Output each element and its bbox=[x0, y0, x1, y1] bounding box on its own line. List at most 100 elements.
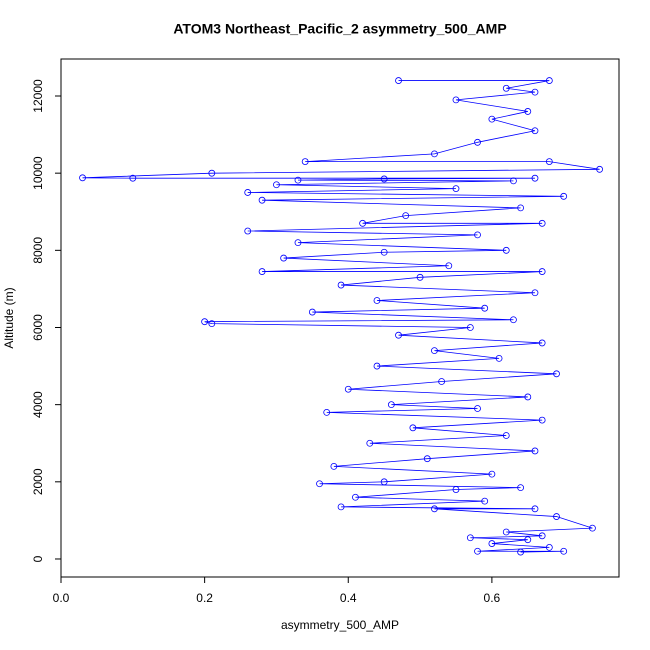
chart-title: ATOM3 Northeast_Pacific_2 asymmetry_500_… bbox=[173, 21, 506, 37]
data-point bbox=[445, 262, 453, 270]
data-point bbox=[395, 331, 402, 339]
data-point bbox=[387, 401, 395, 409]
data-point bbox=[524, 108, 532, 115]
data-point bbox=[481, 497, 489, 505]
data-point bbox=[531, 447, 539, 455]
data-point bbox=[402, 212, 410, 220]
y-tick-label: 10000 bbox=[31, 156, 45, 190]
data-point bbox=[316, 480, 323, 488]
data-point bbox=[466, 534, 474, 542]
data-point bbox=[488, 470, 496, 478]
plot-box bbox=[60, 58, 620, 578]
data-point bbox=[431, 150, 438, 158]
data-point bbox=[538, 416, 546, 424]
data-point bbox=[545, 158, 553, 165]
data-point bbox=[366, 439, 374, 447]
data-point bbox=[258, 196, 266, 204]
data-point bbox=[560, 192, 568, 200]
data-point bbox=[538, 339, 546, 347]
y-tick-label: 8000 bbox=[31, 237, 45, 264]
data-point bbox=[373, 362, 381, 370]
data-point bbox=[589, 524, 596, 532]
data-point bbox=[545, 544, 553, 551]
data-point bbox=[337, 281, 345, 289]
data-point bbox=[323, 408, 331, 416]
data-point bbox=[431, 347, 438, 355]
data-point bbox=[531, 127, 539, 135]
data-point bbox=[208, 169, 216, 177]
data-point bbox=[517, 548, 525, 556]
data-point bbox=[380, 478, 388, 486]
data-point bbox=[201, 318, 209, 326]
data-point bbox=[531, 505, 539, 513]
data-point bbox=[244, 227, 252, 235]
data-point bbox=[502, 528, 510, 536]
data-point bbox=[352, 493, 359, 501]
data-line bbox=[82, 80, 600, 553]
data-point bbox=[294, 176, 302, 184]
y-tick-label: 6000 bbox=[31, 314, 45, 341]
data-point bbox=[337, 503, 345, 511]
data-point bbox=[452, 185, 460, 192]
data-point bbox=[344, 385, 352, 393]
data-point bbox=[452, 96, 460, 104]
data-point bbox=[524, 536, 532, 544]
data-point bbox=[359, 219, 367, 227]
data-point bbox=[395, 77, 402, 84]
data-point bbox=[553, 513, 560, 520]
data-point bbox=[474, 405, 481, 412]
data-point bbox=[431, 505, 438, 513]
data-point bbox=[596, 165, 604, 173]
data-point bbox=[208, 320, 216, 328]
data-point bbox=[510, 316, 517, 324]
data-point bbox=[538, 268, 546, 275]
y-tick-label: 4000 bbox=[31, 391, 45, 418]
data-point bbox=[380, 175, 388, 183]
data-point bbox=[244, 189, 252, 196]
data-point bbox=[538, 219, 546, 227]
x-axis-label: asymmetry_500_AMP bbox=[281, 618, 399, 632]
data-point bbox=[517, 484, 525, 492]
data-point bbox=[452, 486, 460, 493]
data-point bbox=[308, 308, 316, 316]
data-point bbox=[488, 115, 496, 123]
x-tick-label: 0.6 bbox=[484, 591, 501, 605]
data-point bbox=[129, 174, 137, 182]
x-tick-label: 0.4 bbox=[340, 591, 357, 605]
data-point bbox=[502, 246, 510, 254]
data-point bbox=[301, 158, 309, 165]
data-point bbox=[560, 547, 568, 555]
data-point bbox=[495, 354, 503, 362]
data-point bbox=[438, 378, 446, 385]
data-point bbox=[380, 248, 388, 256]
data-point bbox=[531, 289, 539, 297]
data-point bbox=[416, 273, 424, 281]
data-point bbox=[294, 239, 302, 247]
data-point bbox=[466, 324, 474, 331]
data-point bbox=[280, 254, 288, 262]
data-point bbox=[273, 181, 280, 189]
data-point bbox=[531, 88, 539, 96]
y-tick-label: 2000 bbox=[31, 468, 45, 495]
x-tick-label: 0.0 bbox=[53, 591, 70, 605]
data-point bbox=[545, 77, 553, 84]
y-tick-label: 0 bbox=[31, 555, 45, 562]
data-point bbox=[79, 174, 86, 182]
data-point bbox=[423, 455, 431, 463]
data-point bbox=[474, 231, 481, 239]
y-tick-label: 12000 bbox=[31, 79, 45, 113]
data-point bbox=[258, 268, 266, 275]
data-point bbox=[488, 540, 496, 547]
data-point bbox=[524, 393, 532, 401]
data-point bbox=[517, 204, 525, 212]
y-axis-label: Altitude (m) bbox=[2, 287, 16, 348]
data-point bbox=[474, 138, 481, 146]
data-point bbox=[330, 462, 338, 470]
data-point bbox=[502, 432, 510, 439]
data-point bbox=[481, 304, 489, 312]
data-point bbox=[510, 177, 517, 185]
data-point bbox=[502, 84, 510, 92]
data-point bbox=[553, 370, 560, 378]
